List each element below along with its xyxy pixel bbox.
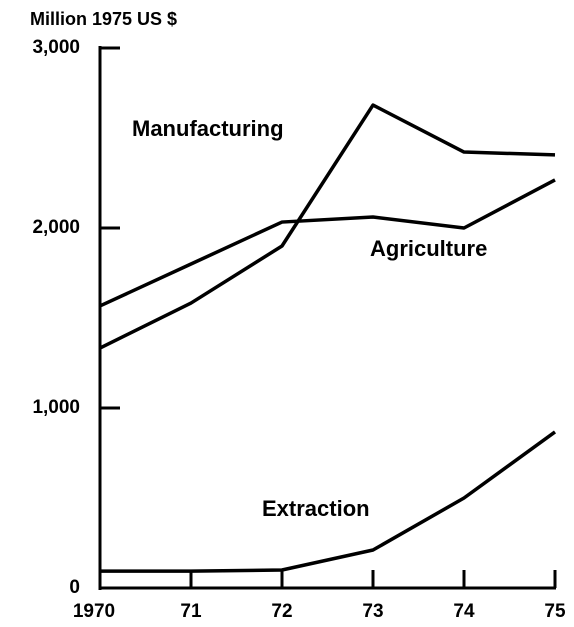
series-line (99, 103, 556, 350)
series-line (99, 178, 556, 308)
y-tick-label: 3,000 (32, 37, 80, 58)
x-tick-label: 75 (544, 601, 566, 622)
x-tick-label: 73 (362, 601, 383, 622)
y-tick-label: 2,000 (32, 217, 80, 238)
x-tick-label: 71 (180, 601, 202, 622)
series-label: Manufacturing (132, 116, 284, 141)
y-tick-label: 1,000 (32, 397, 80, 418)
y-axis-label: Million 1975 US $ (30, 9, 177, 29)
x-tick-label: 74 (453, 601, 475, 622)
x-tick-label: 72 (271, 601, 292, 622)
x-tick-label: 1970 (73, 601, 115, 622)
series-label: Extraction (262, 496, 370, 521)
y-tick-label: 0 (69, 577, 80, 598)
series-line (100, 430, 557, 573)
series-label: Agriculture (370, 236, 487, 261)
